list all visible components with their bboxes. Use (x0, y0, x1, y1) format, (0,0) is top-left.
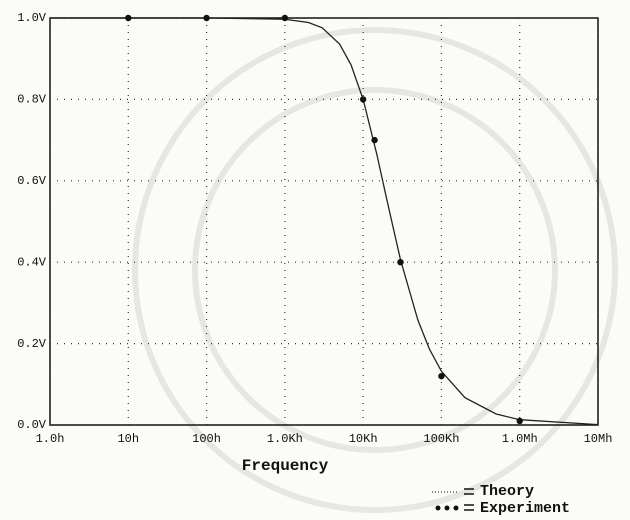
legend-experiment-swatch (444, 505, 450, 511)
legend-label: Theory (480, 483, 534, 500)
legend: Theory Experiment (432, 483, 570, 517)
x-tick-label: 100h (192, 432, 221, 446)
experiment-point (125, 14, 132, 22)
x-axis-title: Frequency (242, 457, 329, 475)
legend-experiment-swatch (435, 505, 441, 511)
experiment-point (359, 96, 367, 103)
legend-equals (464, 488, 474, 511)
x-tick-label: 10Kh (349, 432, 378, 446)
experiment-point (438, 372, 445, 380)
x-tick-label: 1.0h (36, 432, 65, 446)
watermark (132, 27, 618, 513)
x-tick-label: 1.0Kh (267, 432, 303, 446)
experiment-point (397, 259, 404, 266)
y-tick-label: 0.2V (17, 337, 47, 351)
experiment-point (281, 14, 289, 22)
y-tick-label: 0.8V (17, 93, 47, 107)
experiment-point (203, 14, 210, 22)
y-tick-label: 0.4V (17, 255, 47, 269)
y-tick-label: 0.0V (17, 418, 47, 432)
x-tick-label: 10h (117, 432, 139, 446)
y-tick-label: 0.6V (17, 174, 47, 188)
x-tick-label: 100Kh (423, 432, 459, 446)
experiment-point (371, 136, 378, 144)
y-tick-label: 1.0V (17, 11, 47, 25)
legend-label: Experiment (480, 500, 570, 517)
legend-experiment-swatch (453, 505, 459, 511)
experiment-point (516, 417, 523, 425)
x-tick-label: 10Mh (584, 432, 613, 446)
x-tick-label: 1.0Mh (502, 432, 538, 446)
